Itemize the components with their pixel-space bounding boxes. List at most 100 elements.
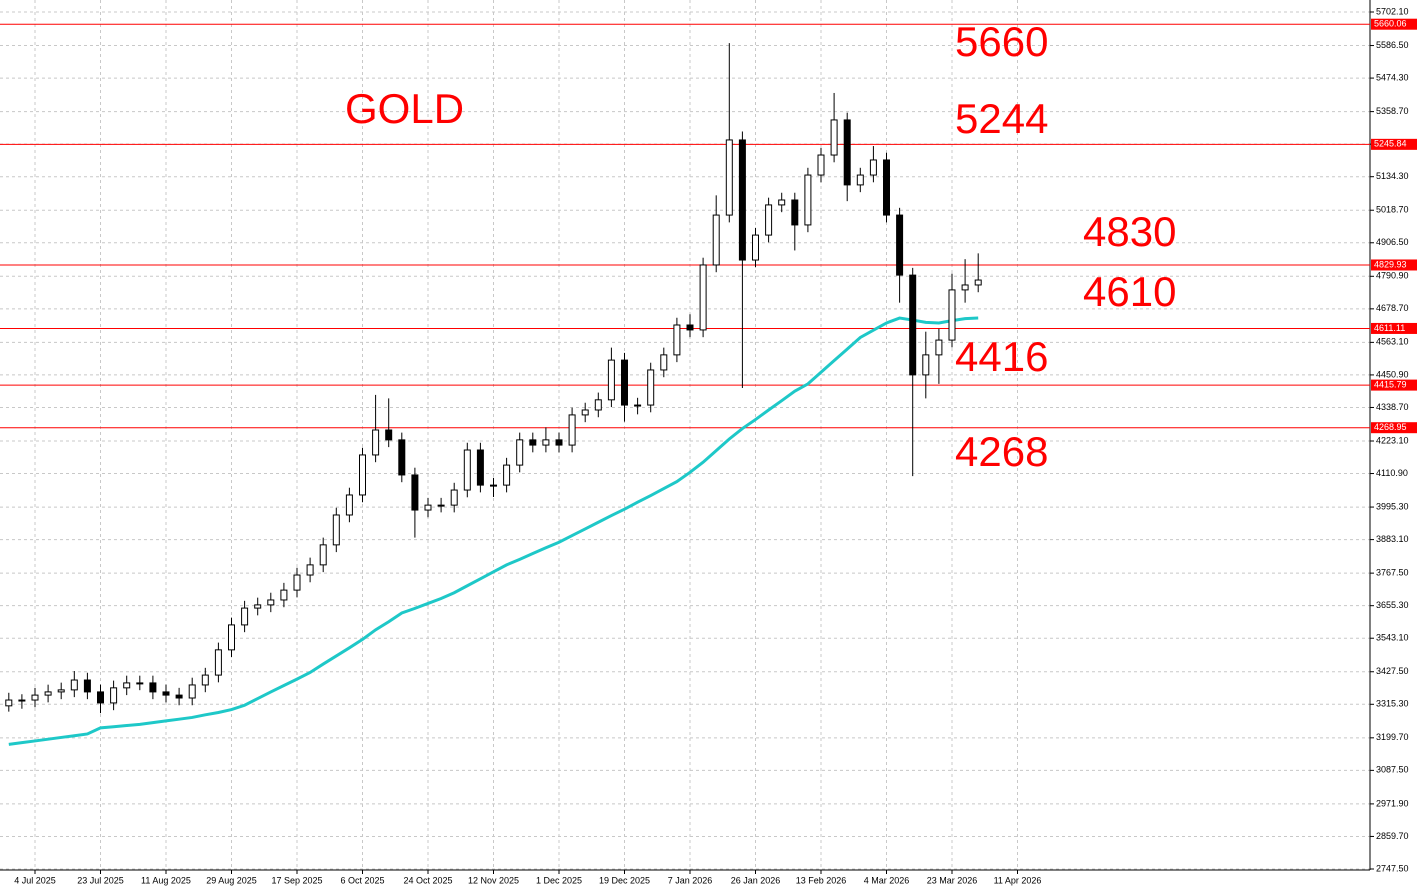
candle-body	[581, 409, 589, 416]
x-tick-label: 6 Oct 2025	[340, 875, 384, 885]
x-tick-label: 19 Dec 2025	[599, 875, 650, 885]
candle-body	[883, 159, 890, 216]
candle-body	[450, 489, 458, 506]
candle-body	[372, 429, 380, 456]
x-tick-label: 13 Feb 2026	[796, 875, 847, 885]
candle-body	[97, 691, 104, 704]
candle-body	[830, 119, 838, 156]
annotation: 4416	[955, 333, 1048, 380]
y-tick-label: 3543.10	[1376, 633, 1409, 643]
candle-body	[31, 694, 39, 701]
x-tick-label: 4 Mar 2026	[864, 875, 910, 885]
candle-body	[490, 484, 497, 487]
x-tick-label: 29 Aug 2025	[206, 875, 257, 885]
candle-body	[359, 454, 366, 496]
candle-body	[385, 429, 393, 441]
candle-body	[70, 679, 78, 691]
y-tick-label: 3315.30	[1376, 699, 1409, 709]
level-label: 5245.84	[1374, 139, 1407, 149]
candle-body	[424, 504, 432, 511]
candle-body	[922, 354, 930, 376]
candle-body	[699, 264, 707, 331]
level-label-box	[1371, 422, 1417, 434]
y-tick-label: 5702.10	[1376, 6, 1409, 16]
x-tick-label: 1 Dec 2025	[536, 875, 582, 885]
candle-body	[44, 691, 52, 696]
candle-body	[843, 119, 851, 186]
candle-body	[712, 214, 720, 266]
level-label: 4829.93	[1374, 259, 1407, 269]
candle-body	[594, 399, 602, 411]
candle-body	[398, 439, 406, 476]
candle-body	[254, 604, 262, 609]
level-label: 5660.06	[1374, 19, 1407, 29]
annotation: 4610	[1083, 268, 1176, 315]
y-tick-label: 5586.50	[1376, 40, 1409, 50]
candle-body	[647, 369, 655, 406]
annotation: 4830	[1083, 208, 1176, 255]
candle-body	[83, 679, 91, 693]
candle-body	[188, 684, 196, 699]
y-tick-label: 2747.50	[1376, 863, 1409, 873]
candle-body	[607, 359, 615, 401]
candle-body	[725, 139, 733, 216]
candle-body	[752, 234, 759, 261]
candle-body	[529, 439, 537, 446]
candle-body	[201, 674, 209, 686]
candle-body	[673, 324, 681, 356]
candle-body	[18, 699, 26, 702]
y-tick-label: 4790.90	[1376, 271, 1409, 281]
candle-body	[817, 154, 825, 176]
candle-body	[175, 694, 183, 699]
level-label: 4268.95	[1374, 422, 1407, 432]
candle-body	[856, 174, 864, 186]
candle-body	[765, 204, 773, 236]
candle-body	[961, 284, 969, 291]
y-tick-label: 5134.30	[1376, 171, 1409, 181]
candle-body	[503, 464, 511, 486]
y-tick-label: 4223.10	[1376, 435, 1409, 445]
level-label-box	[1371, 18, 1417, 30]
level-label: 4611.11	[1374, 323, 1405, 333]
candle-body	[542, 439, 550, 446]
level-label-box	[1371, 138, 1417, 150]
candle-body	[332, 514, 340, 546]
level-label-box	[1371, 259, 1417, 271]
y-tick-label: 4563.10	[1376, 337, 1409, 347]
candle-body	[555, 439, 563, 446]
annotation: 4268	[955, 428, 1048, 475]
candle-body	[686, 324, 694, 331]
candle-body	[634, 404, 642, 407]
y-tick-label: 3655.30	[1376, 600, 1409, 610]
x-tick-label: 23 Mar 2026	[927, 875, 978, 885]
x-tick-label: 26 Jan 2026	[731, 875, 781, 885]
x-tick-label: 12 Nov 2025	[468, 875, 519, 885]
x-tick-label: 11 Apr 2026	[994, 875, 1042, 885]
annotation: 5244	[955, 95, 1048, 142]
annotation: GOLD	[345, 85, 464, 132]
candle-body	[345, 494, 353, 516]
level-label-box	[1371, 322, 1417, 334]
candle-body	[110, 687, 118, 704]
x-tick-label: 24 Oct 2025	[403, 875, 452, 885]
candle-body	[463, 449, 471, 491]
x-tick-label: 17 Sep 2025	[271, 875, 322, 885]
candle-body	[974, 279, 982, 286]
y-tick-label: 4110.90	[1376, 468, 1408, 478]
candle-body	[738, 139, 746, 261]
candle-body	[948, 289, 956, 341]
candle-body	[162, 691, 170, 696]
y-tick-label: 3199.70	[1376, 732, 1409, 742]
candle-body	[869, 159, 877, 176]
candle-body	[568, 414, 576, 446]
y-tick-label: 3087.50	[1376, 765, 1409, 775]
candle-body	[804, 174, 812, 226]
candle-body	[293, 574, 301, 591]
y-tick-label: 3427.50	[1376, 666, 1409, 676]
level-label: 4415.79	[1374, 379, 1407, 389]
candle-body	[935, 339, 943, 356]
candle-body	[214, 649, 222, 676]
candle-body	[516, 439, 524, 466]
